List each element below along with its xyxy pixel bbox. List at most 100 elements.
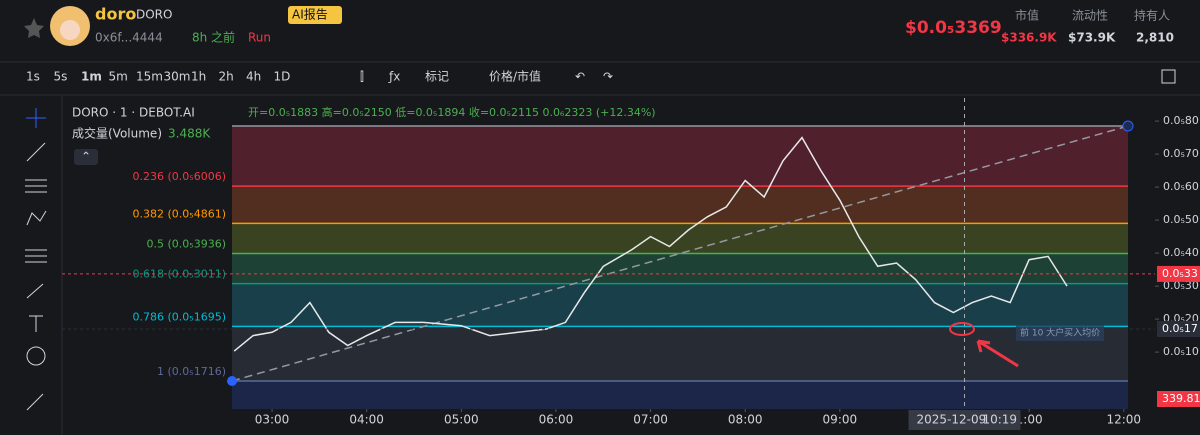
timeframe[interactable]: 30m xyxy=(164,70,191,84)
price-tag xyxy=(1157,321,1200,337)
fx-icon[interactable]: ƒx xyxy=(388,70,400,84)
x-tick-label: 05:00 xyxy=(444,413,479,427)
price-tag-label: 0.0₅33 xyxy=(1162,267,1198,280)
y-tick-label: 0.0₅70 xyxy=(1163,147,1199,160)
fib-label: 0.618 (0.0₅3011) xyxy=(133,268,226,281)
fib-band xyxy=(232,126,1128,187)
volume-label: 成交量(Volume) xyxy=(72,126,162,141)
x-tick-label: 08:00 xyxy=(728,413,763,427)
timeframe[interactable]: 4h xyxy=(246,70,261,84)
x-tick-label: 04:00 xyxy=(349,413,384,427)
channel-tool[interactable] xyxy=(25,179,47,193)
metric-label: 持有人 xyxy=(1134,8,1170,23)
ruler-tool[interactable] xyxy=(26,393,44,411)
line-tool[interactable] xyxy=(26,142,46,162)
legend-title: DORO · 1 · DEBOT.AI xyxy=(72,106,195,120)
candle-icon[interactable]: ⫿ xyxy=(360,70,364,84)
fib-label: 0.5 (0.0₅3936) xyxy=(147,238,226,251)
address: 0x6f...4444 xyxy=(95,31,163,45)
price-tag xyxy=(1157,265,1200,282)
fib-band xyxy=(232,186,1128,224)
drawing-tools xyxy=(25,108,47,411)
badge: Run xyxy=(248,31,271,45)
x-tick-label: 1:00 xyxy=(1016,413,1043,427)
fib-band xyxy=(232,253,1128,284)
crosshair-box xyxy=(908,410,1021,430)
emoji-tool[interactable] xyxy=(26,346,46,366)
collapse-button[interactable] xyxy=(74,149,98,165)
fib-label: 0.236 (0.0₅6006) xyxy=(133,170,226,183)
timeframe[interactable]: 5s xyxy=(54,70,68,84)
fib-tool[interactable] xyxy=(25,249,47,263)
marks-menu[interactable]: 标记 xyxy=(425,70,449,84)
trend-handle xyxy=(227,376,237,386)
y-tick-label: 0.0₅10 xyxy=(1163,345,1199,358)
volume-tag-label: 339.81 xyxy=(1162,392,1200,405)
x-tick-label: 12:00 xyxy=(1106,413,1141,427)
metric-value: 2,810 xyxy=(1136,31,1174,45)
fib-label: 0.382 (0.0₅4861) xyxy=(133,207,226,220)
timeframe[interactable]: 1h xyxy=(191,70,206,84)
fib-band xyxy=(232,223,1128,254)
ai-button[interactable] xyxy=(288,6,342,24)
y-tick-label: 0.0₅40 xyxy=(1163,246,1199,259)
metric-value: $73.9K xyxy=(1068,31,1116,45)
volume-tag xyxy=(1157,391,1200,407)
volume-value: 3.488K xyxy=(168,127,211,141)
x-tick-label: 03:00 xyxy=(255,413,290,427)
timeframe[interactable]: 1m xyxy=(81,70,102,84)
ai-label[interactable]: AI报告 xyxy=(292,7,328,22)
pattern-tool[interactable] xyxy=(26,210,47,226)
avatar-face xyxy=(60,20,80,40)
brush-tool[interactable] xyxy=(26,283,44,299)
price: $0.0₅3369 xyxy=(905,18,1002,38)
x-tick-label: 09:00 xyxy=(823,413,858,427)
fib-band xyxy=(232,326,1128,381)
symbol: DORO xyxy=(136,8,172,22)
annotation: 前 10 大户买入均价 xyxy=(1020,327,1100,339)
age: 8h 之前 xyxy=(192,30,235,45)
x-tick-label: 06:00 xyxy=(539,413,574,427)
metric-value: $336.9K xyxy=(1001,31,1057,45)
timeframe[interactable]: 1s xyxy=(26,70,40,84)
y-tick-label: 0.0₅80 xyxy=(1163,114,1199,127)
legend: DORO · 1 · DEBOT.AI 开=0.0₅1883 高=0.0₅215… xyxy=(72,105,656,165)
metric-label: 市值 xyxy=(1015,8,1039,23)
annotation-box xyxy=(1016,325,1104,341)
y-tick-label: 0.0₅50 xyxy=(1163,213,1199,226)
metric-label: 流动性 xyxy=(1072,9,1108,23)
redo[interactable]: ↷ xyxy=(603,70,613,84)
toolbar: 标记 价格/市值 ⫿ ƒx ↶ ↷ 1s 5s 1m 5m 15m 30m 1h 2h 4h 1D xyxy=(26,69,1176,84)
timeframe[interactable]: 1D xyxy=(274,70,291,84)
price-line xyxy=(233,136,1068,352)
ohlc: 开=0.0₅1883 高=0.0₅2150 低=0.0₅1894 收=0.0₅2… xyxy=(248,105,656,119)
cross-tool[interactable] xyxy=(26,108,46,128)
plot: 0.236 (0.0₅6006) 0.382 (0.0₅4861) 0.5 (0.0… xyxy=(62,98,1200,430)
annotation-arrow xyxy=(976,339,1019,368)
x-tick-label: 07:00 xyxy=(633,413,668,427)
volume-band xyxy=(232,381,1128,409)
fib-label: 0.786 (0.0₅1695) xyxy=(133,310,226,323)
timeframe[interactable]: 5m xyxy=(109,70,128,84)
crosshair-date: 2025-12-09 xyxy=(916,413,986,427)
undo[interactable]: ↶ xyxy=(575,70,585,84)
fib-label: 1 (0.0₅1716) xyxy=(157,365,226,378)
mode-toggle[interactable]: 价格/市值 xyxy=(489,69,541,84)
header: doro DORO AI报告 0x6f...4444 8h 之前 Run $0.… xyxy=(24,5,1174,46)
trend-handle xyxy=(1122,120,1134,132)
timeframe[interactable]: 15m xyxy=(136,70,163,84)
y-tick-label: 0.0₅30 xyxy=(1163,279,1199,292)
token-name: doro xyxy=(95,5,136,24)
favorite-star[interactable] xyxy=(24,18,44,38)
collapse-icon[interactable]: ⌃ xyxy=(81,150,91,164)
price-tag-label: 0.0₅17 xyxy=(1162,322,1198,335)
fullscreen[interactable] xyxy=(1161,69,1176,84)
crosshair-time: 10:19 xyxy=(982,413,1017,427)
text-tool[interactable] xyxy=(29,315,43,332)
timeframe[interactable]: 2h xyxy=(219,70,234,84)
fib-band xyxy=(232,283,1128,327)
y-tick-label: 0.0₅60 xyxy=(1163,180,1199,193)
annotation-circle xyxy=(949,322,975,336)
